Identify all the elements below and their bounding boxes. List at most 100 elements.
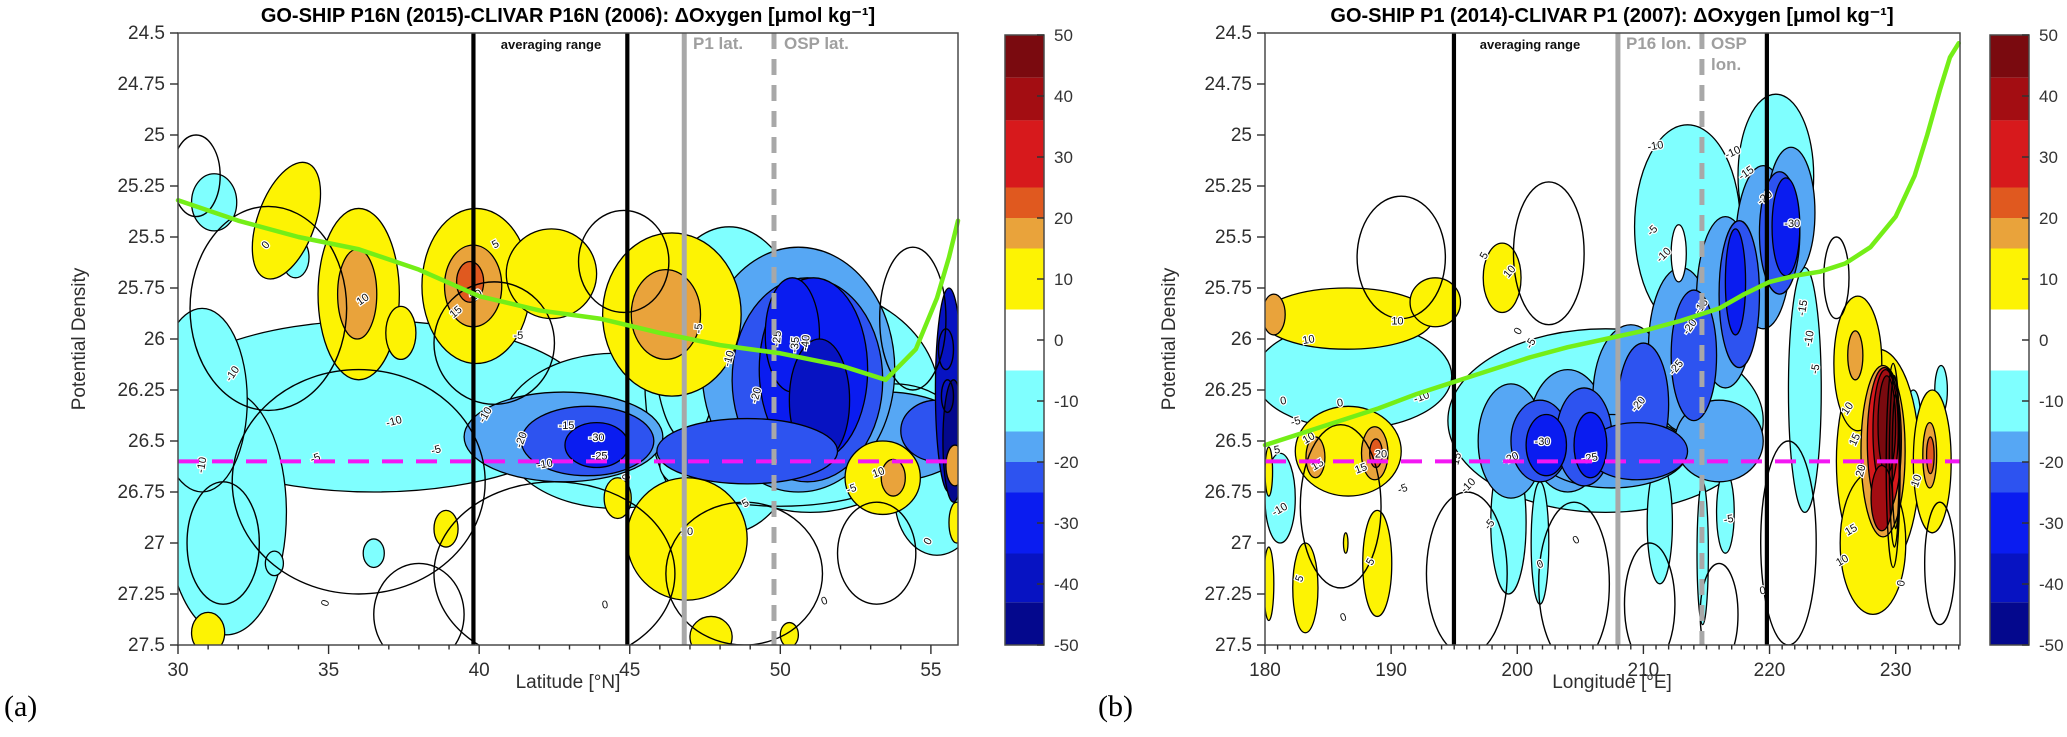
y-tick-label: 25.75	[117, 278, 165, 299]
contour-blob	[251, 161, 322, 280]
colorbar-segment	[1005, 187, 1044, 218]
contour-blob	[880, 458, 906, 497]
y-tick-label: 27.25	[1204, 584, 1252, 605]
colorbar-tick-label: 0	[2039, 331, 2048, 350]
contour-blob	[626, 477, 748, 601]
contour-line	[231, 368, 486, 595]
x-tick-label: 190	[1375, 660, 1407, 681]
contour-blob	[1305, 436, 1326, 479]
y-tick-label: 25	[1231, 125, 1252, 146]
contour-value-label: -10	[1802, 330, 1817, 348]
x-tick-label: 40	[469, 660, 490, 681]
colorbar-segment	[1990, 431, 2029, 462]
contour-value-label: 20	[1854, 463, 1869, 478]
contour-value-label: 0	[601, 599, 609, 612]
contour-blob	[1530, 481, 1550, 605]
contour-value-label: -5	[1809, 363, 1823, 375]
colorbar-segment	[1990, 602, 2029, 645]
contour-value-label: 10	[1391, 316, 1403, 328]
contour-blob	[630, 268, 702, 361]
y-tick-label: 25.75	[1204, 278, 1252, 299]
contour-value-label: -40	[799, 334, 812, 351]
colorbar-tick-label: 20	[2039, 209, 2058, 228]
x-tick-label: 30	[167, 660, 188, 681]
contour-line	[178, 134, 221, 218]
contour-blob	[1670, 289, 1718, 422]
contour-value-label: 10	[1302, 333, 1316, 347]
x-tick-label: 50	[770, 660, 791, 681]
contour-value-label: -10	[1647, 139, 1665, 154]
y-tick-label: 26.75	[1204, 482, 1252, 503]
colorbar-tick-label: -40	[1054, 575, 1079, 594]
colorbar-segment	[1990, 462, 2029, 493]
y-tick-label: 27.25	[117, 584, 165, 605]
panel-b-averaging-range-label: averaging range	[1479, 37, 1581, 52]
y-tick-label: 26.5	[128, 431, 165, 452]
contour-value-label: -30	[1535, 436, 1551, 448]
mixed-layer-density-curve	[1262, 40, 1961, 448]
contour-blob	[1265, 446, 1274, 497]
contour-value-label: 0	[1279, 395, 1287, 408]
colorbar-tick-label: -50	[1054, 636, 1079, 655]
contour-blob	[603, 477, 632, 520]
contour-value-label: -30	[589, 432, 605, 444]
contour-blob	[656, 417, 839, 485]
contour-value-label: -30	[1784, 218, 1800, 230]
colorbar-segment	[1005, 462, 1044, 493]
colorbar-tick-label: 40	[2039, 87, 2058, 106]
panel-b-osp-lon-label-line1: OSP	[1711, 34, 1747, 53]
colorbar-segment	[1990, 218, 2029, 249]
contour-blob	[190, 611, 226, 645]
x-tick-label: 35	[318, 660, 339, 681]
colorbar-tick-label: -20	[1054, 453, 1079, 472]
colorbar-tick-label: -30	[2039, 514, 2064, 533]
contour-blob	[945, 444, 958, 487]
panel-a-osp-lat-label: OSP lat.	[784, 34, 849, 53]
panel-a-yaxis-label: Potential Density	[69, 267, 90, 411]
colorbar-segment	[1005, 431, 1044, 462]
y-tick-label: 26.25	[117, 380, 165, 401]
colorbar-tick-label: -30	[1054, 514, 1079, 533]
contour-blob	[1265, 293, 1286, 336]
contour-blob	[689, 615, 733, 645]
contour-value-label: 15	[1353, 461, 1369, 476]
colorbar-tick-label: 10	[1054, 270, 1073, 289]
contour-line	[433, 281, 556, 405]
contour-value-label: 0	[1895, 579, 1908, 587]
contour-value-label: 0	[1336, 397, 1344, 410]
contour-blob	[1787, 266, 1822, 514]
panel-a-averaging-range-label: averaging range	[500, 37, 602, 52]
contour-line	[1538, 501, 1611, 645]
panel-a-xaxis-label: Latitude [°N]	[515, 672, 621, 693]
contour-value-label: 0	[1759, 585, 1767, 598]
colorbar-tick-label: 20	[1054, 209, 1073, 228]
contour-blob	[505, 228, 598, 320]
colorbar-segment	[1005, 120, 1044, 188]
contour-blob	[1925, 436, 1935, 475]
contour-blob	[178, 307, 248, 493]
colorbar-segment	[1005, 218, 1044, 249]
colorbar-segment	[1005, 35, 1044, 78]
panel-a-p1-lat-label: P1 lat.	[693, 34, 744, 53]
contour-value-label: -5	[1723, 513, 1735, 527]
contour-value-label: -10	[385, 414, 403, 430]
panel-b-p16-lon-label: P16 lon.	[1626, 34, 1692, 53]
contour-blob	[1362, 509, 1393, 618]
panel-b-xaxis-label: Longitude [°E]	[1552, 672, 1672, 693]
colorbar-tick-label: 50	[2039, 26, 2058, 45]
colorbar-tick-label: 0	[1054, 331, 1063, 350]
colorbar-segment	[1990, 187, 2029, 218]
contour-line	[836, 501, 917, 605]
y-tick-label: 24.75	[1204, 74, 1252, 95]
x-tick-label: 45	[619, 660, 640, 681]
x-tick-label: 230	[1880, 660, 1912, 681]
contour-value-label: -5	[693, 323, 706, 334]
panel-b-title: GO-SHIP P1 (2014)-CLIVAR P1 (2007): ΔOxy…	[1330, 5, 1894, 27]
contour-value-label: -20	[748, 386, 764, 404]
colorbar-segment	[1005, 77, 1044, 121]
contour-line	[1823, 236, 1850, 320]
y-tick-label: 26.5	[1215, 431, 1252, 452]
